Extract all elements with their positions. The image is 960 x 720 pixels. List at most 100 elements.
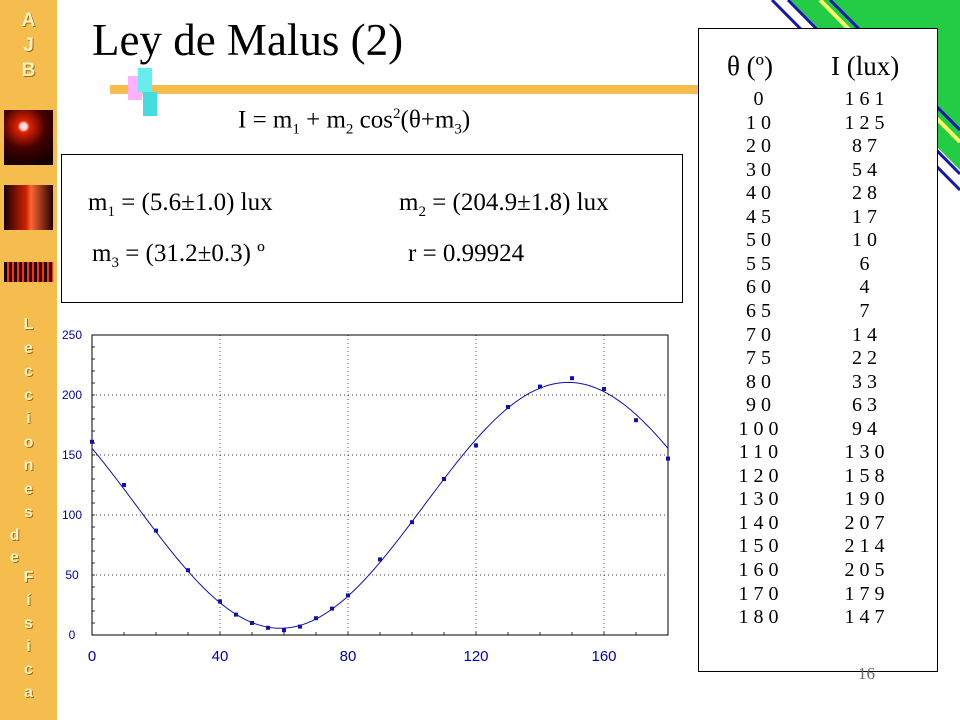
data-point xyxy=(154,528,158,533)
table-cell-theta: 140 xyxy=(738,511,784,534)
chart-ticks: 0 40 80 120 160 0 50 100 150 200 250 xyxy=(62,328,617,665)
data-point xyxy=(218,599,222,604)
table-cell-theta: 40 xyxy=(746,182,776,205)
sidebar-letter: i xyxy=(26,638,31,655)
data-point xyxy=(666,456,670,461)
data-point xyxy=(122,483,126,487)
data-point xyxy=(234,612,238,617)
table-cell-theta: 55 xyxy=(746,252,776,275)
table-cell-intensity: 94 xyxy=(852,417,882,440)
thumbnail-laser-2 xyxy=(4,185,53,230)
table-cell-theta: 170 xyxy=(738,582,784,605)
thumbnail-laser-1 xyxy=(4,110,53,165)
sidebar-letter: o xyxy=(23,434,34,451)
logo-letter: B xyxy=(21,60,36,81)
data-table: θ (º) I (lux) 0 161 10 125 20 87 30 54 40 28 45 17 5… xyxy=(698,28,938,672)
data-point xyxy=(314,616,318,621)
table-cell-intensity: 214 xyxy=(844,535,890,558)
deco-square-cyan-1 xyxy=(138,68,152,92)
data-point xyxy=(90,439,94,444)
param-m3: m3 = (31.2±0.3) º xyxy=(92,240,265,271)
table-cell-intensity: 54 xyxy=(852,158,882,181)
table-cell-intensity: 17 xyxy=(852,205,882,228)
y-tick-label: 50 xyxy=(65,568,79,582)
table-cell-theta: 10 xyxy=(746,111,776,134)
deco-square-cyan-2 xyxy=(143,92,157,116)
x-tick-label: 80 xyxy=(340,648,357,665)
y-tick-label: 0 xyxy=(69,628,76,642)
table-cell-theta: 50 xyxy=(746,229,776,252)
table-cell-intensity: 6 xyxy=(859,252,875,275)
table-cell-theta: 30 xyxy=(746,158,776,181)
sidebar-letter: e xyxy=(24,481,33,498)
table-cell-theta: 65 xyxy=(746,299,776,322)
data-point xyxy=(602,387,606,391)
sidebar-letter: F xyxy=(23,569,34,586)
thumbnail-laser-3 xyxy=(4,262,53,282)
data-point xyxy=(410,520,414,525)
table-cell-theta: 45 xyxy=(746,205,776,228)
y-tick-label: 250 xyxy=(62,328,82,342)
fit-curve xyxy=(91,381,669,629)
table-cell-intensity: 190 xyxy=(844,488,890,511)
sidebar-letter: s xyxy=(24,615,33,632)
table-cell-intensity: 125 xyxy=(844,111,890,134)
data-point xyxy=(266,625,270,630)
table-cell-theta: 0 xyxy=(753,88,769,110)
table-cell-theta: 150 xyxy=(738,535,784,558)
slide-title: Ley de Malus (2) xyxy=(92,15,404,65)
data-point xyxy=(474,443,478,448)
table-cell-theta: 90 xyxy=(746,394,776,417)
data-point xyxy=(250,621,254,625)
table-cell-intensity: 205 xyxy=(844,559,890,581)
fit-formula: I = m1 + m2 cos2(θ+m3) xyxy=(238,106,471,138)
data-point xyxy=(282,628,286,633)
table-cell-theta: 180 xyxy=(738,606,784,629)
data-point xyxy=(442,477,446,481)
table-cell-theta: 160 xyxy=(738,559,784,581)
fit-parameters-box: m1 = (5.6±1.0) lux m2 = (204.9±1.8) lux … xyxy=(61,154,683,303)
table-cell-theta: 20 xyxy=(746,135,776,158)
data-point xyxy=(298,624,302,629)
param-m1: m1 = (5.6±1.0) lux xyxy=(88,189,273,220)
table-cell-intensity: 63 xyxy=(852,394,882,417)
table-cell-intensity: 207 xyxy=(844,511,890,534)
sidebar-letter: L xyxy=(23,316,34,333)
logo-letter: J xyxy=(23,35,34,56)
data-point xyxy=(570,376,574,381)
sidebar-letter: d xyxy=(9,527,20,544)
y-tick-label: 100 xyxy=(62,508,82,522)
data-point xyxy=(506,405,510,409)
data-point xyxy=(346,593,350,598)
header-intensity: I (lux) xyxy=(831,51,900,81)
x-tick-label: 0 xyxy=(88,648,96,665)
chart-grid xyxy=(91,334,669,636)
table-cell-theta: 75 xyxy=(746,347,776,370)
sidebar xyxy=(0,0,57,720)
data-point xyxy=(330,606,334,611)
table-cell-intensity: 161 xyxy=(844,88,890,110)
sidebar-letter: c xyxy=(24,387,33,404)
sidebar-letter: i xyxy=(26,410,31,427)
data-point xyxy=(538,384,542,389)
table-cell-intensity: 179 xyxy=(844,582,890,605)
x-tick-label: 160 xyxy=(591,648,616,665)
sidebar-letter: c xyxy=(24,363,33,380)
x-tick-label: 120 xyxy=(463,648,488,665)
sidebar-letter: e xyxy=(10,549,19,566)
sidebar-letter: c xyxy=(24,661,33,678)
table-cell-intensity: 28 xyxy=(852,182,882,205)
logo-letter: A xyxy=(21,10,36,31)
table-cell-intensity: 14 xyxy=(852,323,882,346)
table-cell-theta: 100 xyxy=(738,417,784,440)
data-point xyxy=(186,568,190,573)
chart-points xyxy=(90,376,670,633)
table-cell-theta: 130 xyxy=(738,488,784,511)
y-tick-label: 150 xyxy=(62,448,82,462)
table-cell-intensity: 7 xyxy=(859,299,875,322)
table-cell-theta: 120 xyxy=(738,464,784,487)
header-theta: θ (º) xyxy=(727,51,774,81)
title-underline-bar xyxy=(110,85,800,94)
table-cell-theta: 60 xyxy=(746,276,776,299)
table-cell-intensity: 87 xyxy=(852,135,882,158)
